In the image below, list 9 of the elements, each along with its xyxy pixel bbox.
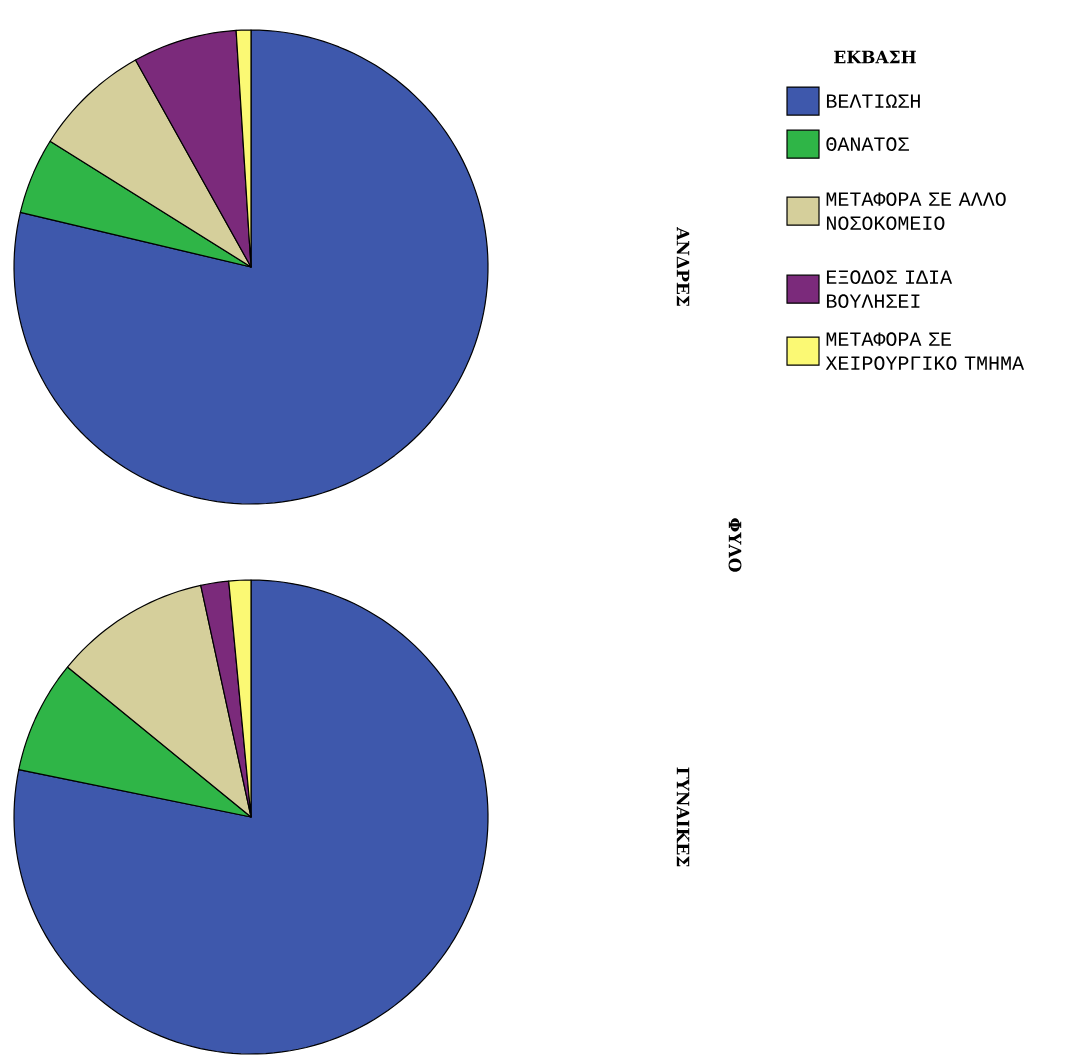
text: ΓΥΝΑΙΚΕΣ [676,767,690,867]
text: ΑΝΔΡΕΣ [676,227,690,306]
legend-title: ΕΚΒΑΣΗ [834,50,916,64]
legend-label: ΕΞΟΔΟΣ ΙΔΙΑ ΒΟΥΛΗΣΕΙ [826,270,953,308]
legend-label: ΒΕΛΤΙΩΣΗ [826,94,920,108]
legend-label: ΘΑΝΑΤΟΣ [826,137,909,151]
text: ΦΥΛΟ [728,518,742,572]
legend-label: ΜΕΤΑΦΟΡΑ ΣΕ ΑΛΛΟ ΝΟΣΟΚΟΜΕΙΟ [826,192,1006,230]
legend-label: ΜΕΤΑΦΟΡΑ ΣΕ ΧΕΙΡΟΥΡΓΙΚΟ ΤΜΗΜΑ [825,332,1025,370]
